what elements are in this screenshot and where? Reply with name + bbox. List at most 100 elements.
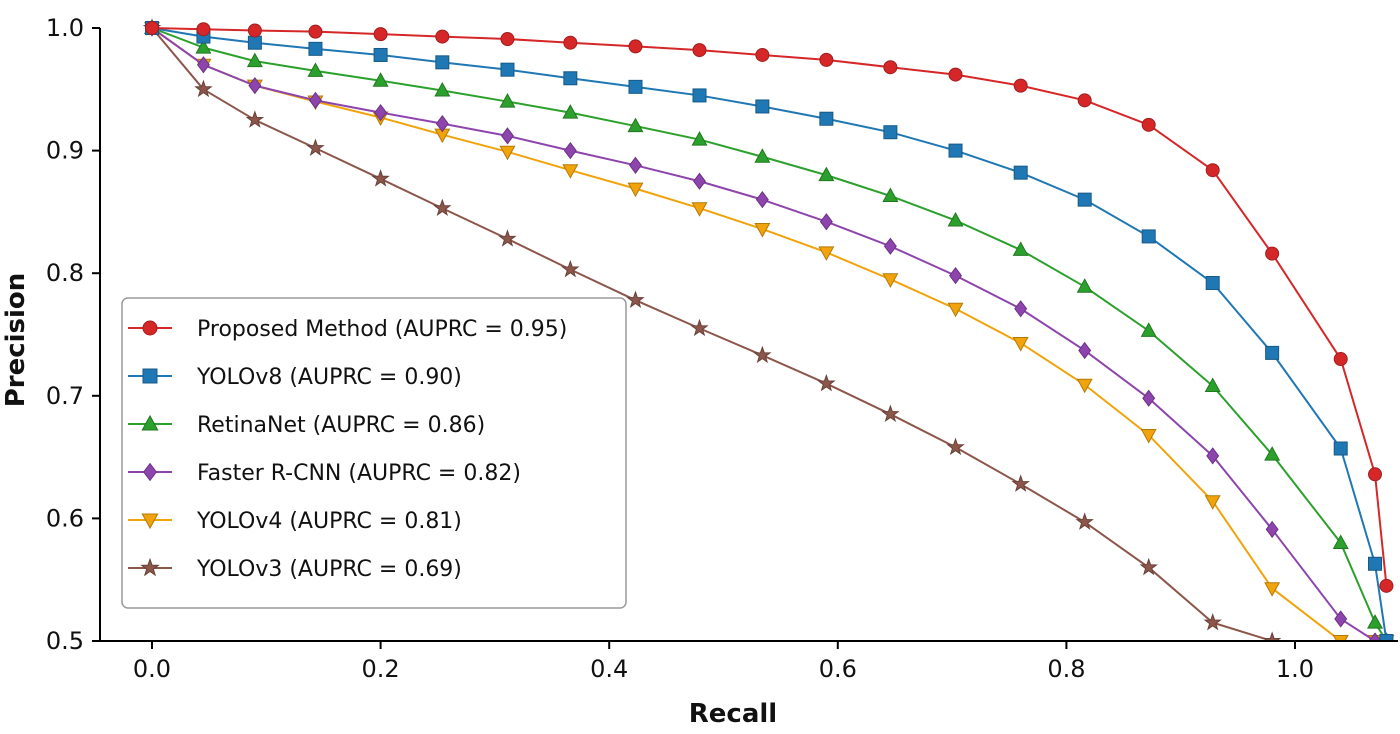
- data-point: [1203, 612, 1222, 631]
- data-point: [248, 76, 262, 95]
- data-point: [562, 104, 579, 119]
- data-point: [435, 55, 450, 70]
- data-point: [561, 259, 580, 278]
- data-point: [247, 23, 262, 38]
- legend-label: Faster R-CNN (AUPRC = 0.82): [197, 461, 521, 486]
- data-point: [373, 47, 388, 62]
- data-point: [563, 141, 577, 160]
- data-point: [1141, 117, 1156, 132]
- y-tick-label: 0.9: [46, 137, 84, 165]
- data-point: [306, 138, 325, 156]
- data-point: [1332, 534, 1349, 549]
- data-point: [308, 24, 323, 39]
- data-point: [883, 237, 897, 255]
- data-point: [500, 32, 515, 47]
- data-point: [883, 60, 898, 75]
- data-point: [373, 27, 388, 42]
- data-point: [1262, 631, 1282, 641]
- data-point: [498, 229, 517, 247]
- series-2: [144, 19, 1392, 641]
- data-point: [627, 182, 644, 198]
- data-point: [627, 117, 644, 133]
- data-point: [1012, 241, 1029, 256]
- legend-marker: [142, 368, 158, 384]
- data-point: [1206, 447, 1220, 465]
- data-point: [948, 143, 963, 158]
- data-point: [1011, 474, 1030, 492]
- data-point: [819, 52, 834, 67]
- data-point: [433, 198, 452, 217]
- x-tick-label: 0.2: [362, 655, 400, 683]
- data-point: [1014, 300, 1028, 318]
- data-point: [1333, 352, 1348, 367]
- data-point: [1265, 345, 1280, 360]
- data-point: [1334, 610, 1348, 628]
- data-point: [1139, 557, 1158, 576]
- data-point: [819, 213, 833, 231]
- series-line: [151, 27, 1388, 586]
- data-point: [754, 223, 771, 238]
- data-point: [562, 164, 579, 179]
- series-0: [145, 21, 1394, 593]
- data-point: [883, 125, 898, 140]
- data-point: [949, 267, 963, 285]
- data-point: [245, 110, 265, 128]
- x-tick-label: 0.4: [590, 655, 628, 683]
- data-point: [754, 148, 771, 163]
- data-point: [1076, 278, 1093, 293]
- x-tick-label: 0.8: [1047, 655, 1085, 683]
- y-tick-label: 0.5: [46, 627, 84, 655]
- y-tick-label: 0.7: [46, 382, 84, 410]
- data-point: [1205, 276, 1220, 291]
- data-point: [1204, 377, 1221, 393]
- data-point: [1368, 632, 1382, 641]
- data-point: [628, 79, 643, 94]
- data-point: [435, 114, 449, 133]
- data-point: [563, 71, 578, 86]
- data-point: [817, 373, 836, 392]
- data-point: [1012, 337, 1029, 352]
- legend-label: YOLOv8 (AUPRC = 0.90): [196, 365, 462, 390]
- data-point: [690, 318, 709, 337]
- series-1: [145, 21, 1394, 641]
- series-line: [151, 27, 1388, 641]
- x-tick-label: 0.6: [819, 655, 857, 683]
- data-point: [1077, 93, 1092, 108]
- data-point: [500, 127, 514, 145]
- data-point: [196, 22, 211, 37]
- series-line: [151, 27, 1387, 641]
- series-5: [142, 18, 1282, 641]
- data-point: [1013, 165, 1028, 180]
- legend: Proposed Method (AUPRC = 0.95) YOLOv8 (AU…: [121, 297, 627, 609]
- data-point: [500, 62, 515, 77]
- legend-label: Proposed Method (AUPRC = 0.95): [197, 317, 567, 342]
- data-point: [1265, 246, 1280, 261]
- data-point: [753, 345, 772, 364]
- data-point: [692, 43, 707, 58]
- legend-marker: [140, 557, 160, 577]
- data-point: [1205, 163, 1220, 178]
- y-tick-label: 1.0: [46, 14, 84, 42]
- data-point: [1264, 582, 1281, 597]
- data-point: [946, 437, 965, 456]
- data-point: [434, 82, 451, 97]
- data-point: [308, 91, 322, 109]
- ticks-layer: 0.0 0.2 0.4 0.6 0.8 1.0 0.5 0.6 0.7 0.8 0.9 1.0: [46, 14, 1314, 683]
- data-point: [1204, 495, 1221, 510]
- legend-marker: [141, 513, 159, 530]
- data-point: [818, 166, 835, 182]
- data-point: [947, 302, 964, 318]
- legend-label: YOLOv3 (AUPRC = 0.69): [196, 557, 462, 582]
- data-point: [629, 156, 642, 174]
- legend-label: RetinaNet (AUPRC = 0.86): [197, 413, 485, 438]
- legend-marker: [143, 462, 157, 482]
- data-point: [755, 191, 769, 209]
- data-point: [1077, 192, 1092, 207]
- x-tick-label: 1.0: [1276, 655, 1314, 683]
- data-point: [374, 103, 388, 122]
- series-line: [151, 27, 1388, 641]
- data-point: [145, 21, 159, 35]
- data-point: [1367, 614, 1384, 629]
